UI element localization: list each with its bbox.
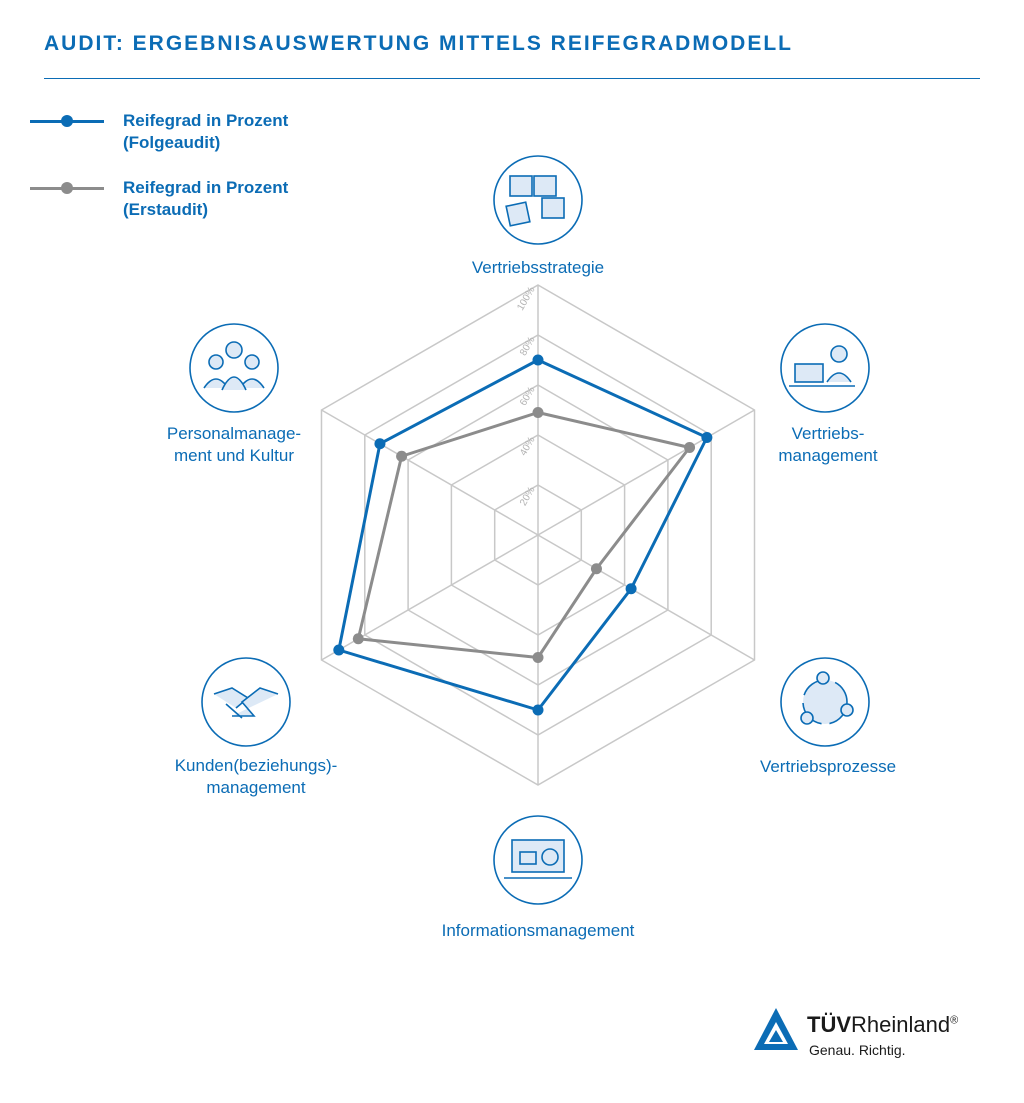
- puzzle-icon: [505, 175, 565, 227]
- laptop-presenter-icon: [789, 345, 855, 387]
- tick-label: 80%: [518, 335, 538, 358]
- logo-brand: TÜVRheinland®: [807, 1012, 959, 1037]
- data-point: [532, 652, 544, 663]
- grid-spoke: [321, 409, 539, 536]
- category-icon-circle: [780, 323, 870, 413]
- page-title: AUDIT: ERGEBNISAUSWERTUNG MITTELS REIFEG…: [44, 32, 793, 55]
- legend-label-line1: Reifegrad in Prozent: [123, 111, 289, 130]
- tick-label: 60%: [518, 385, 538, 408]
- cycle-icon: [800, 671, 854, 725]
- category-icon-circle: [189, 323, 279, 413]
- legend-marker-folgeaudit: [61, 115, 73, 127]
- tuv-triangle-icon: [754, 1008, 798, 1050]
- logo-slogan: Genau. Richtig.: [809, 1042, 906, 1058]
- legend-item-folgeaudit: Reifegrad in Prozent (Folgeaudit): [30, 110, 350, 160]
- legend-label-line1: Reifegrad in Prozent: [123, 178, 289, 197]
- title-divider: [44, 78, 980, 79]
- data-point: [333, 644, 345, 656]
- data-point: [532, 407, 544, 418]
- legend-label-line2: (Erstaudit): [123, 200, 208, 219]
- tuv-rheinland-logo: TÜVRheinland® Genau. Richtig.: [752, 1000, 992, 1070]
- data-point: [396, 450, 408, 462]
- category-icon-circle: [493, 155, 583, 245]
- data-point: [352, 633, 364, 645]
- data-point: [684, 442, 696, 453]
- category-label: Personalmanage-ment und Kultur: [167, 424, 301, 465]
- grid-spoke: [537, 534, 755, 661]
- category-label: Vertriebs-management: [778, 424, 878, 465]
- legend-label-line2: (Folgeaudit): [123, 133, 221, 152]
- series-line: [337, 358, 709, 712]
- dashboard-icon: [504, 839, 572, 879]
- data-point: [374, 438, 386, 450]
- category-label: Vertriebsstrategie: [472, 258, 604, 277]
- tick-label: 100%: [515, 285, 537, 313]
- category-label: Informationsmanagement: [442, 921, 635, 940]
- category-label: Vertriebsprozesse: [760, 757, 896, 776]
- data-point: [625, 583, 637, 595]
- legend-marker-erstaudit: [61, 182, 73, 194]
- tick-label: 20%: [518, 485, 538, 508]
- legend-item-erstaudit: Reifegrad in Prozent (Erstaudit): [30, 177, 350, 227]
- legend-label-folgeaudit: Reifegrad in Prozent (Folgeaudit): [123, 110, 363, 154]
- tick-label: 40%: [518, 435, 538, 458]
- data-point: [532, 354, 544, 366]
- legend-label-erstaudit: Reifegrad in Prozent (Erstaudit): [123, 177, 363, 221]
- data-point: [701, 432, 713, 443]
- category-label: Kunden(beziehungs)-management: [175, 756, 338, 797]
- handshake-icon: [213, 687, 279, 719]
- grid-spoke: [537, 409, 755, 536]
- data-point: [532, 704, 544, 716]
- team-icon: [203, 341, 265, 391]
- data-point: [590, 563, 602, 575]
